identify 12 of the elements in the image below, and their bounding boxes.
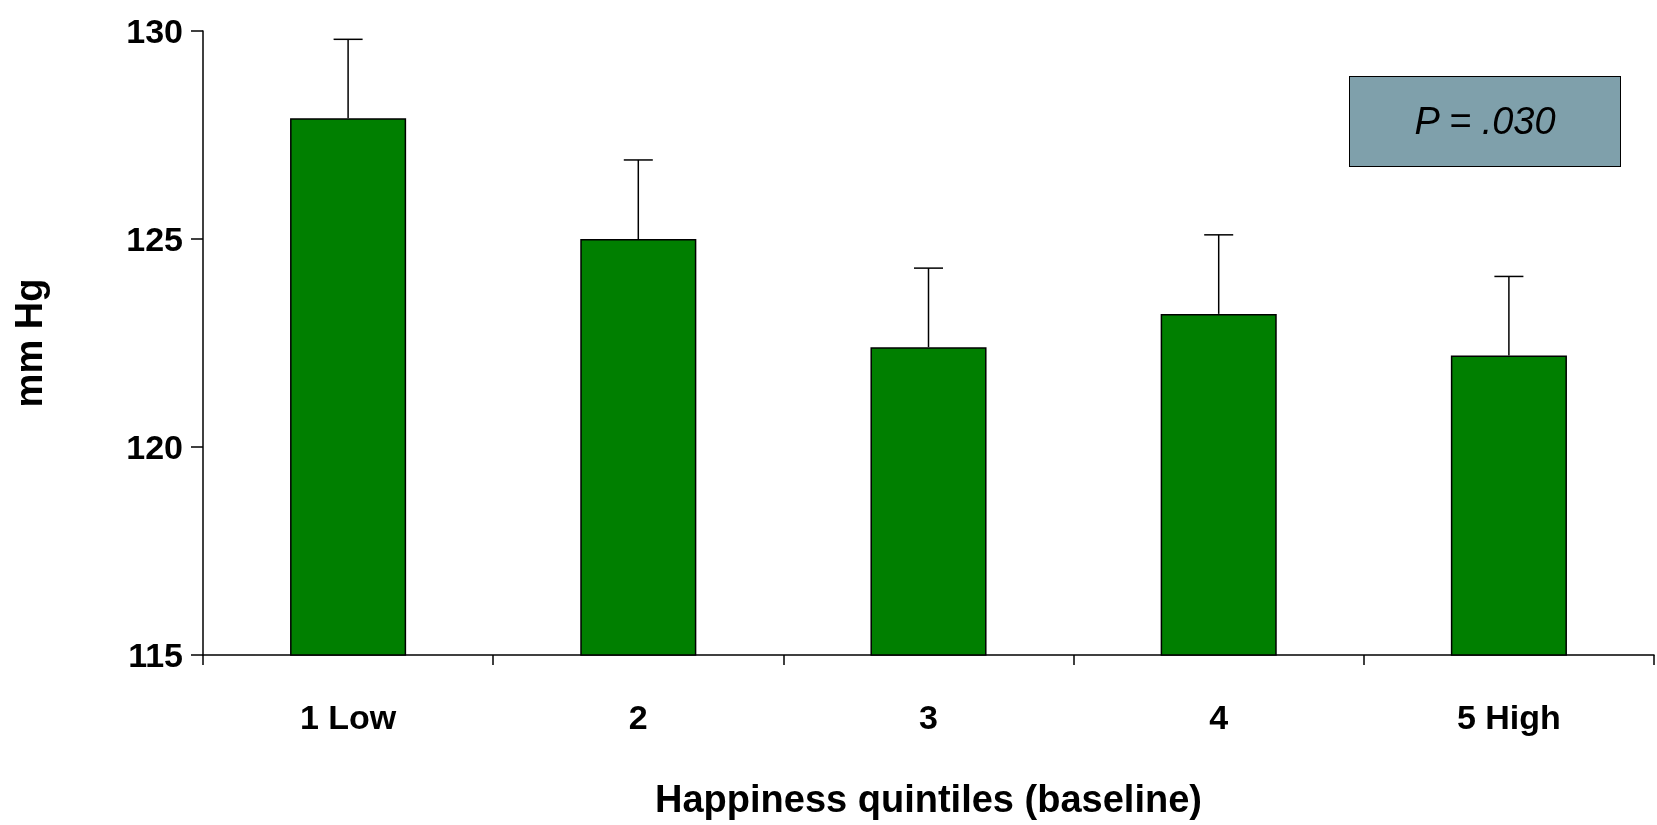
y-tick-label: 120 xyxy=(126,428,183,466)
y-tick-label: 115 xyxy=(128,636,183,674)
x-axis-title: Happiness quintiles (baseline) xyxy=(655,778,1202,820)
x-tick-label: 4 xyxy=(1209,698,1229,736)
x-tick-label: 1 Low xyxy=(299,698,397,736)
x-tick-label: 3 xyxy=(919,698,938,736)
y-tick-label: 125 xyxy=(126,220,183,258)
note-box: P = .030 xyxy=(1349,76,1621,167)
y-axis-title: mm Hg xyxy=(8,278,50,408)
x-tick-label: 2 xyxy=(628,698,648,736)
x-tick-label: 5 High xyxy=(1456,698,1561,736)
y-tick-label: 130 xyxy=(126,12,183,50)
